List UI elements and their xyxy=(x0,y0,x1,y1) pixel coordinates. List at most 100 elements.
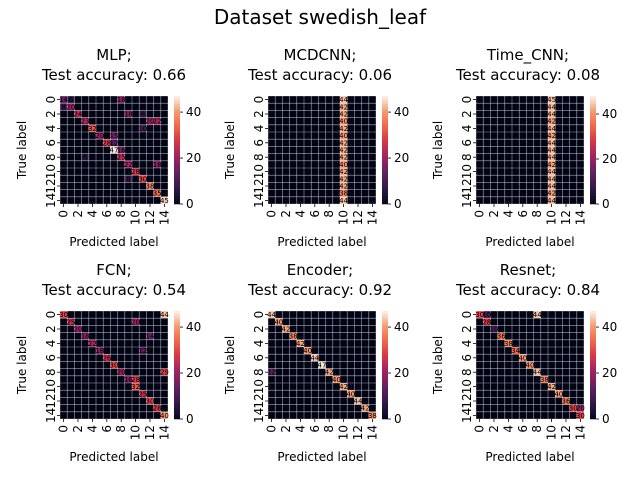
heatmap-cell xyxy=(562,361,570,369)
cell-annotation: 0 xyxy=(549,311,553,319)
cell-annotation: 0 xyxy=(112,96,116,104)
heatmap-cell xyxy=(540,332,548,340)
heatmap-cell xyxy=(132,103,140,111)
heatmap-cell xyxy=(368,153,376,161)
heatmap-cell xyxy=(325,339,333,347)
cell-annotation: 0 xyxy=(277,197,281,205)
colorbar-segment xyxy=(174,338,180,341)
heatmap-cell xyxy=(117,146,125,154)
heatmap-cell xyxy=(347,318,355,326)
heatmap-cell xyxy=(275,124,283,132)
heatmap-cell xyxy=(282,404,290,412)
heatmap-cell xyxy=(361,175,369,183)
heatmap-cell xyxy=(354,139,362,147)
cell-annotation: 0 xyxy=(90,347,94,355)
cell-annotation: 0 xyxy=(349,190,353,198)
cell-annotation: 0 xyxy=(370,139,374,147)
cell-annotation: 0 xyxy=(557,340,561,348)
heatmap-cell xyxy=(268,132,276,140)
cell-annotation: 0 xyxy=(97,168,101,176)
heatmap-cell xyxy=(332,368,340,376)
cell-annotation: 0 xyxy=(485,139,489,147)
colorbar-segment xyxy=(174,104,180,108)
cell-annotation: 0 xyxy=(370,333,374,341)
colorbar-segment xyxy=(590,356,596,360)
cell-annotation: 0 xyxy=(320,161,324,169)
heatmap-cell xyxy=(325,175,333,183)
heatmap-cell xyxy=(88,311,96,319)
colorbar-segment xyxy=(590,392,596,395)
cell-annotation: 0 xyxy=(126,318,130,326)
cell-annotation: 0 xyxy=(356,369,360,377)
cell-annotation: 0 xyxy=(305,161,309,169)
cell-annotation: 40 xyxy=(303,347,312,355)
cell-annotation: 0 xyxy=(521,383,525,391)
heatmap-cell xyxy=(282,117,290,125)
cell-annotation: 0 xyxy=(90,103,94,111)
heatmap-cell xyxy=(368,139,376,147)
heatmap-cell xyxy=(289,383,297,391)
heatmap-cell xyxy=(67,124,75,132)
heatmap-cell xyxy=(153,339,161,347)
colorbar-segment xyxy=(590,198,596,202)
cell-annotation: 0 xyxy=(564,161,568,169)
cell-annotation: 0 xyxy=(528,347,532,355)
cell-annotation: 0 xyxy=(492,168,496,176)
cell-annotation: 0 xyxy=(356,147,360,155)
colorbar-segment xyxy=(382,101,388,105)
cell-annotation: 0 xyxy=(76,183,80,191)
cell-annotation: 0 xyxy=(492,376,496,384)
cell-annotation: 0 xyxy=(557,175,561,183)
cell-annotation: 0 xyxy=(112,111,116,119)
cell-annotation: 0 xyxy=(148,318,152,326)
cell-annotation: 0 xyxy=(76,118,80,126)
heatmap-cell xyxy=(132,325,140,333)
cell-annotation: 0 xyxy=(363,103,367,111)
cell-annotation: 38 xyxy=(540,376,549,384)
heatmap-cell xyxy=(88,132,96,140)
heatmap-cell xyxy=(268,339,276,347)
heatmap-cell xyxy=(139,146,147,154)
cell-annotation: 0 xyxy=(370,132,374,140)
cell-annotation: 0 xyxy=(334,390,338,398)
heatmap-cell xyxy=(110,168,118,176)
cell-annotation: 0 xyxy=(499,118,503,126)
cell-annotation: 0 xyxy=(277,139,281,147)
colorbar-segment xyxy=(382,359,388,363)
heatmap-cell xyxy=(490,103,498,111)
heatmap-cell xyxy=(354,124,362,132)
cell-annotation: 0 xyxy=(564,111,568,119)
heatmap-cell xyxy=(368,196,376,204)
cell-annotation: 0 xyxy=(320,183,324,191)
heatmap-cell xyxy=(110,182,118,190)
x-tick-label: 6 xyxy=(100,425,114,433)
cell-annotation: 0 xyxy=(76,103,80,111)
colorbar-segment xyxy=(174,400,180,404)
y-tick-label: 6 xyxy=(44,354,58,362)
cell-annotation: 0 xyxy=(521,132,525,140)
cell-annotation: 0 xyxy=(492,103,496,111)
cell-annotation: 0 xyxy=(506,333,510,341)
heatmap-cell xyxy=(512,397,520,405)
cell-annotation: 0 xyxy=(155,132,159,140)
heatmap-cell xyxy=(540,318,548,326)
heatmap-cell xyxy=(74,110,82,118)
x-tick-label: 10 xyxy=(129,425,143,440)
cell-annotation: 0 xyxy=(485,376,489,384)
cell-annotation: 0 xyxy=(334,318,338,326)
cell-annotation: 42 xyxy=(547,383,556,391)
x-tick-label: 6 xyxy=(308,210,322,218)
cell-annotation: 0 xyxy=(477,118,481,126)
cell-annotation: 0 xyxy=(492,96,496,104)
y-tick-label: 6 xyxy=(460,354,474,362)
cell-annotation: 0 xyxy=(327,139,331,147)
heatmap-cell xyxy=(483,411,491,419)
cell-annotation: 0 xyxy=(126,398,130,406)
heatmap-cell xyxy=(160,117,168,125)
cell-annotation: 0 xyxy=(334,139,338,147)
x-tick-label: 14 xyxy=(573,210,587,225)
y-tick-label: 12 xyxy=(44,178,58,193)
cell-annotation: 0 xyxy=(334,96,338,104)
heatmap-cell xyxy=(160,182,168,190)
cell-annotation: 0 xyxy=(557,125,561,133)
